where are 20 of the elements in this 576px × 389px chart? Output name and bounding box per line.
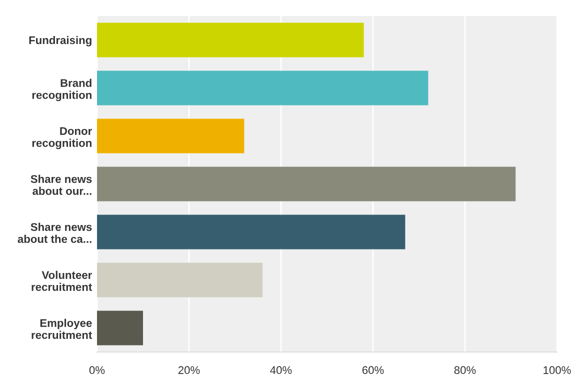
bar [97,118,244,154]
bar [97,310,143,346]
y-tick-label: Employee recruitment [32,318,92,339]
x-tick-label: 60% [362,366,384,374]
x-tick-label: 80% [454,366,476,374]
x-tick-label: 100% [544,366,571,374]
x-tick-label: 20% [178,366,200,374]
y-tick-label: Volunteer recruitment [32,270,92,291]
y-tick-label: Donor recognition [32,127,92,150]
y-tick-label: Share news about the ca... [18,222,92,243]
y-tick-label: Fundraising [29,36,92,46]
bar [97,262,263,298]
bar [97,70,428,106]
bar [97,22,364,58]
x-tick-label: 0% [89,366,105,374]
y-tick-label: Share news about our... [30,174,92,195]
bar [97,166,516,202]
y-tick-label: Brand recognition [32,78,92,102]
bar [97,214,406,250]
x-tick-label: 40% [270,366,292,374]
